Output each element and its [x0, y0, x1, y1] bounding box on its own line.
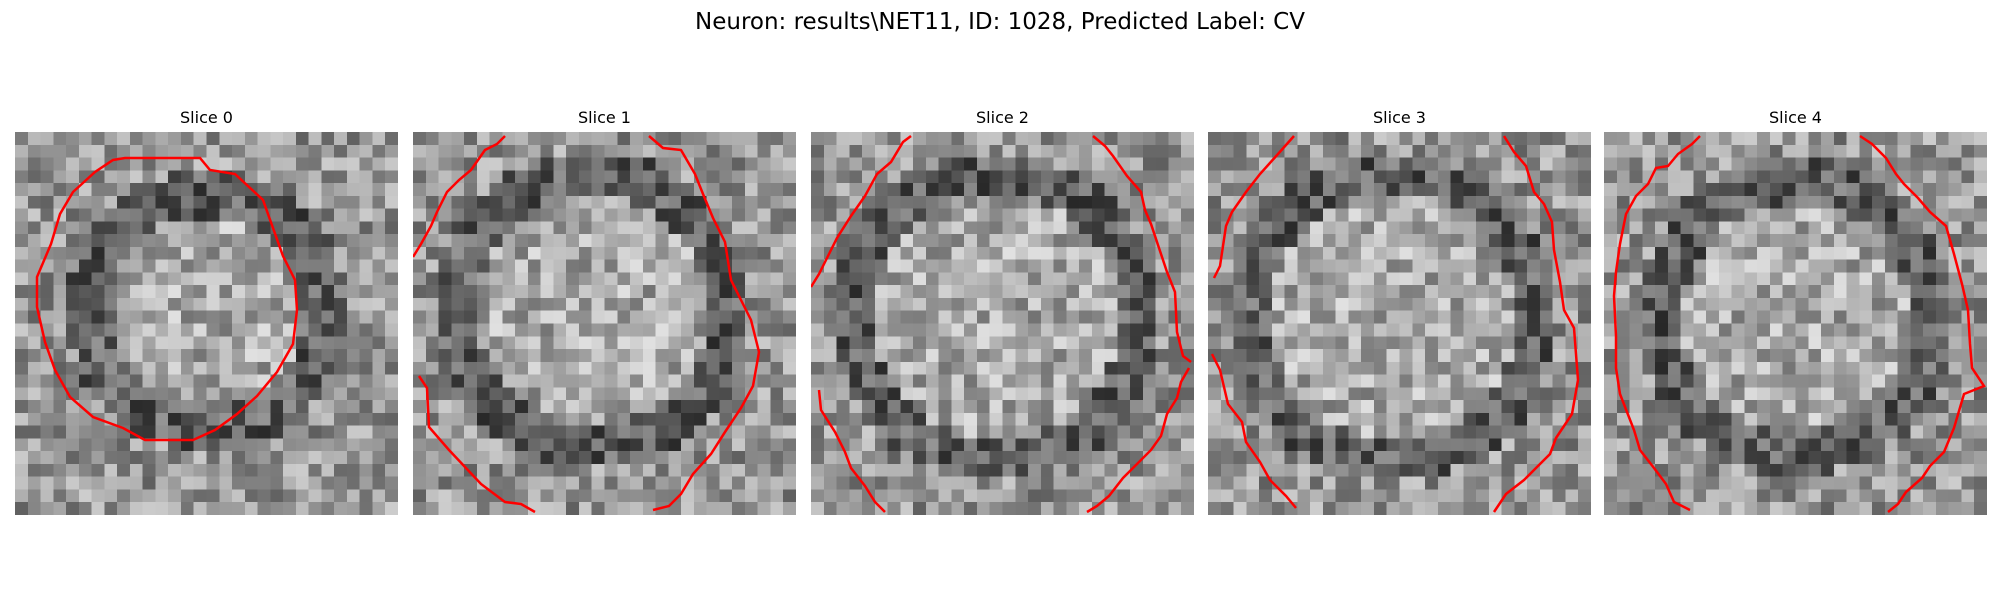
cell-contour	[1210, 353, 1297, 509]
cell-contour	[413, 135, 506, 258]
cell-contour	[1612, 135, 1701, 512]
cell-contour	[1859, 134, 1986, 513]
cell-contour	[1212, 135, 1295, 279]
slice-image	[413, 132, 796, 515]
slice-panel-3: Slice 3	[1208, 108, 1591, 515]
slice-panel-2: Slice 2	[811, 108, 1194, 515]
cell-contour	[1092, 135, 1192, 363]
contour-overlay	[413, 135, 761, 514]
slice-panel-4: Slice 4	[1604, 108, 1987, 515]
contour-overlay	[1210, 135, 1580, 513]
slice-panel-1: Slice 1	[413, 108, 796, 515]
slice-title: Slice 4	[1769, 108, 1822, 127]
cell-contour	[648, 135, 761, 512]
slice-title: Slice 1	[578, 108, 631, 127]
contour-overlay	[811, 135, 1192, 514]
slice-image	[811, 132, 1194, 515]
cell-contour	[35, 156, 299, 442]
slice-title: Slice 0	[180, 108, 233, 127]
slice-panel-0: Slice 0	[15, 108, 398, 515]
figure-title: Neuron: results\NET11, ID: 1028, Predict…	[695, 9, 1305, 35]
cell-contour	[1086, 367, 1191, 514]
cell-contour	[1492, 135, 1580, 513]
contour-overlay	[1612, 134, 1986, 513]
contour-overlay	[35, 156, 299, 442]
cell-contour	[811, 135, 912, 288]
slice-title: Slice 3	[1373, 108, 1426, 127]
slice-title: Slice 2	[976, 108, 1029, 127]
cell-contour	[817, 389, 886, 513]
cell-contour	[417, 375, 536, 514]
slice-image	[1208, 132, 1591, 515]
slice-image	[1604, 132, 1987, 515]
slice-image	[15, 132, 398, 515]
